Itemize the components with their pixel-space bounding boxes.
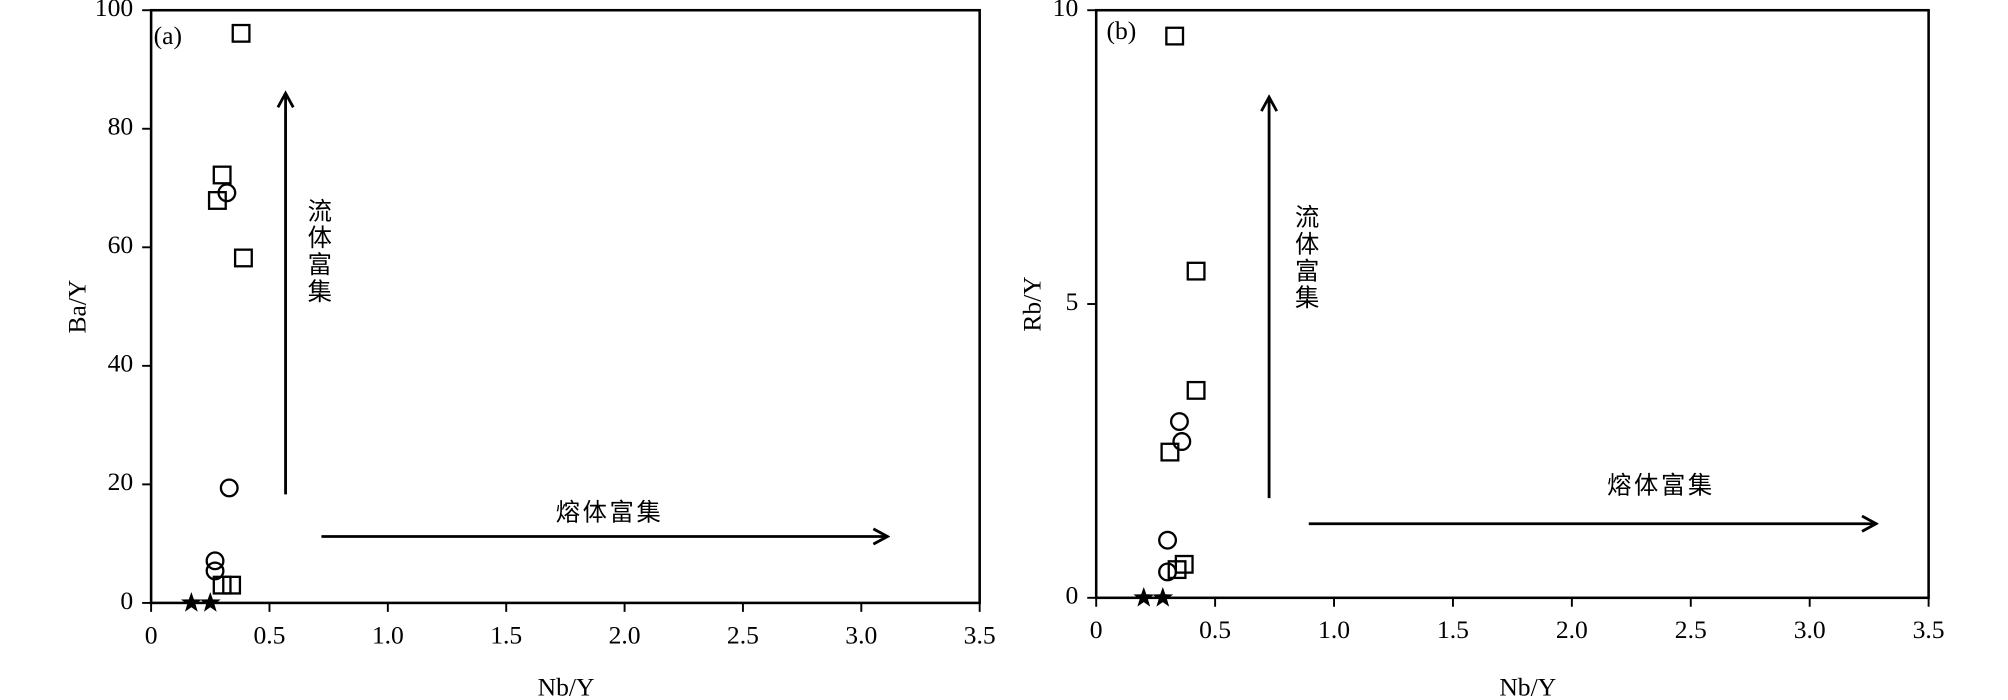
x-tick-label: 3.5 [964, 620, 996, 649]
star-point [181, 592, 202, 612]
plot-frame [149, 8, 981, 605]
x-tick-label: 0 [145, 620, 158, 649]
x-axis-label: Nb/Y [538, 673, 595, 700]
y-tick-label: 20 [108, 467, 134, 496]
y-tick-label: 10 [1053, 0, 1079, 22]
plot-frame [1094, 8, 1930, 600]
square-point [222, 575, 242, 595]
x-tick-label: 1.5 [490, 620, 522, 649]
y-tick-label: 60 [108, 230, 134, 259]
square-point [1160, 442, 1180, 462]
x-tick-label: 2.0 [1556, 615, 1588, 644]
square-point [1165, 26, 1185, 46]
square-point [231, 23, 251, 43]
y-axis-label: Ba/Y [62, 280, 91, 334]
square-point [233, 248, 253, 268]
panel-label: (a) [154, 21, 182, 50]
square-point [1186, 380, 1206, 400]
square-point [212, 165, 232, 185]
melt-annotation: 熔体富集 [556, 498, 664, 527]
square-point [1186, 261, 1206, 281]
x-tick-label: 2.5 [1675, 615, 1707, 644]
x-tick-label: 0.5 [1199, 615, 1231, 644]
x-tick-label: 2.0 [609, 620, 641, 649]
circle-point [205, 561, 225, 581]
y-tick-label: 5 [1065, 287, 1078, 316]
x-tick-label: 3.0 [1794, 615, 1826, 644]
x-tick-label: 0 [1090, 615, 1103, 644]
circle-point [205, 551, 225, 571]
y-axis-label: Rb/Y [1018, 276, 1047, 331]
fluid-annotation: 流体富集 [303, 198, 332, 305]
circle-point [1172, 432, 1192, 451]
x-tick-label: 1.0 [1318, 615, 1350, 644]
circle-point [1158, 530, 1178, 550]
y-tick-label: 100 [95, 0, 133, 22]
x-tick-label: 3.0 [845, 620, 877, 649]
star-point [1133, 586, 1155, 607]
y-tick-label: 40 [108, 349, 134, 378]
square-point [1174, 554, 1194, 574]
circle-point [219, 478, 239, 498]
y-tick-label: 0 [1065, 581, 1078, 610]
y-tick-label: 0 [120, 586, 133, 615]
star-point [199, 592, 221, 612]
x-tick-label: 3.5 [1913, 615, 1945, 644]
x-tick-label: 2.5 [727, 620, 759, 649]
y-tick-label: 80 [108, 112, 134, 141]
panel-label: (b) [1106, 16, 1136, 45]
melt-annotation: 熔体富集 [1607, 471, 1715, 500]
fluid-annotation: 流体富集 [1291, 204, 1320, 311]
circle-point [1158, 562, 1178, 582]
x-tick-label: 0.5 [253, 620, 285, 649]
x-tick-label: 1.0 [372, 620, 404, 649]
x-tick-label: 1.5 [1437, 615, 1469, 644]
circle-point [1169, 412, 1189, 431]
square-point [1167, 560, 1187, 580]
x-axis-label: Nb/Y [1499, 673, 1556, 700]
star-point [1152, 586, 1174, 607]
circle-point [217, 183, 237, 203]
